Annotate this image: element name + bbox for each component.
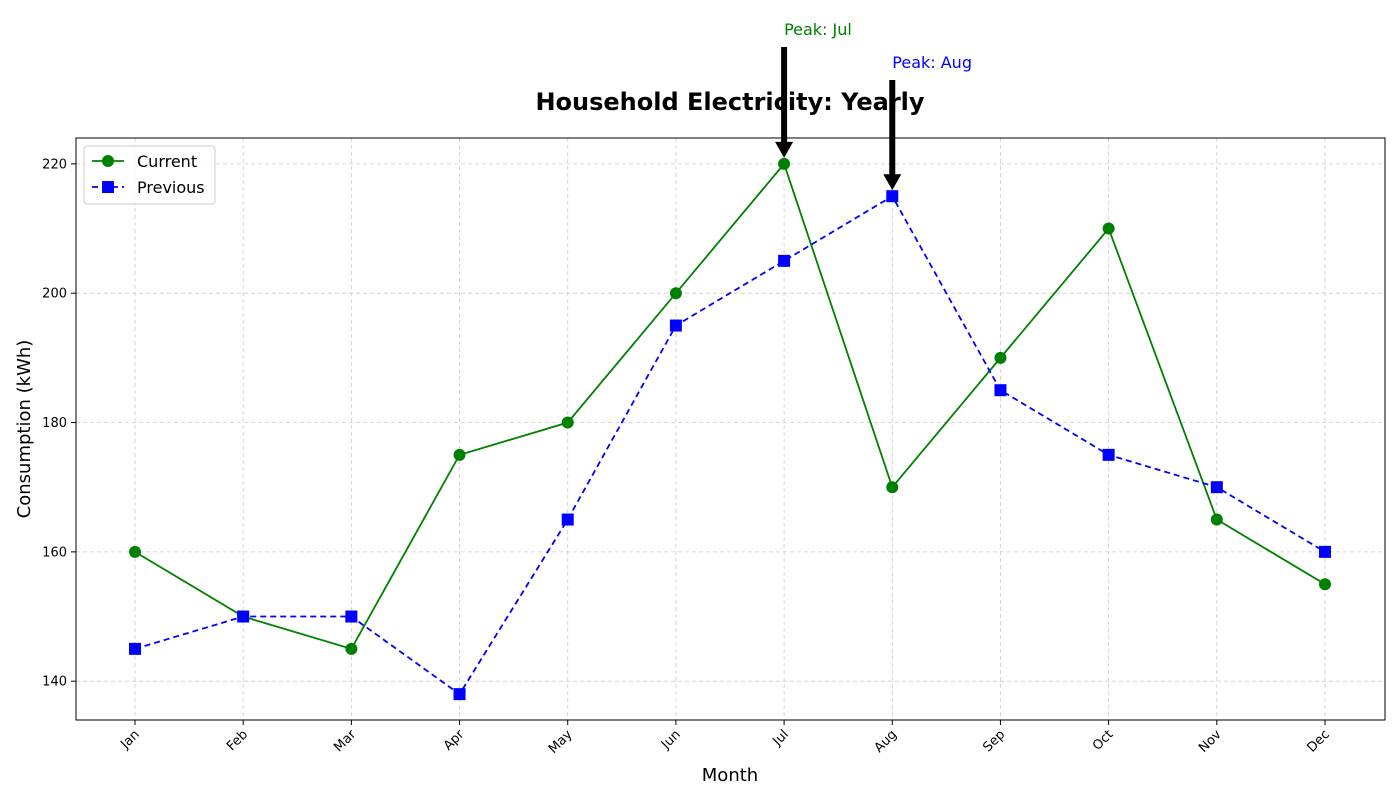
annotations-layer: Peak: Jul Peak: Aug <box>775 20 972 191</box>
annotation-arrow-head <box>883 174 902 191</box>
data-point-current <box>994 351 1007 364</box>
data-point-previous <box>1319 545 1331 558</box>
data-point-current <box>886 481 899 494</box>
legend-label: Current <box>137 152 197 171</box>
axes-layer: 140 160 180 200 220 Jan Feb Mar Apr May Jun Jul Aug S… <box>42 137 1386 757</box>
chart-title: Household Electricity: Yearly <box>535 88 924 116</box>
legend-label: Previous <box>137 178 205 197</box>
y-tick-label: 140 <box>42 675 67 690</box>
legend-marker <box>102 181 114 193</box>
data-point-previous <box>886 190 899 203</box>
x-tick-label: Jul <box>770 727 792 749</box>
y-tick-label: 180 <box>42 416 67 431</box>
y-tick-label: 220 <box>42 157 67 172</box>
data-point-previous <box>237 610 250 623</box>
annotation-arrow-head <box>775 141 794 158</box>
x-tick-label: Aug <box>872 727 901 756</box>
data-point-previous <box>345 610 358 623</box>
plot-frame <box>75 137 1386 721</box>
series-layer <box>129 157 1331 701</box>
series-line-current <box>134 162 1326 650</box>
annotation-label: Peak: Aug <box>892 53 972 72</box>
x-tick-label: Jun <box>658 727 684 753</box>
legend-marker <box>102 155 114 167</box>
x-tick-label: Oct <box>1090 727 1117 754</box>
x-tick-label: Feb <box>224 727 251 754</box>
series-line-previous <box>134 194 1326 696</box>
data-point-current <box>561 416 574 429</box>
data-point-previous <box>561 513 574 526</box>
data-point-previous <box>1210 481 1223 494</box>
grid-layer <box>76 138 1385 720</box>
x-tick-label: Jan <box>117 727 142 752</box>
data-point-previous <box>669 319 682 332</box>
y-tick-label: 200 <box>42 287 67 302</box>
data-point-previous <box>994 384 1007 397</box>
x-tick-label: Dec <box>1304 727 1332 755</box>
y-tick-label: 160 <box>42 545 67 560</box>
legend: Current Previous <box>83 145 216 205</box>
x-tick-label: Sep <box>980 727 1008 755</box>
x-axis-label: Month <box>702 765 758 786</box>
data-point-current <box>1319 578 1331 591</box>
data-point-previous <box>1102 448 1115 461</box>
data-point-current <box>129 545 141 558</box>
x-tick-label: Apr <box>441 727 468 754</box>
data-point-previous <box>453 688 466 701</box>
data-point-previous <box>129 642 141 655</box>
data-point-current <box>453 448 466 461</box>
data-point-previous <box>778 254 791 267</box>
data-point-current <box>669 287 682 300</box>
data-point-current <box>345 642 358 655</box>
annotation-label: Peak: Jul <box>784 20 852 39</box>
data-point-current <box>778 157 791 170</box>
x-tick-label: Nov <box>1196 727 1225 756</box>
data-point-current <box>1210 513 1223 526</box>
y-axis-label: Consumption (kWh) <box>14 340 35 519</box>
x-tick-label: Mar <box>331 727 359 755</box>
x-tick-label: May <box>546 727 576 757</box>
data-point-current <box>1102 222 1115 235</box>
